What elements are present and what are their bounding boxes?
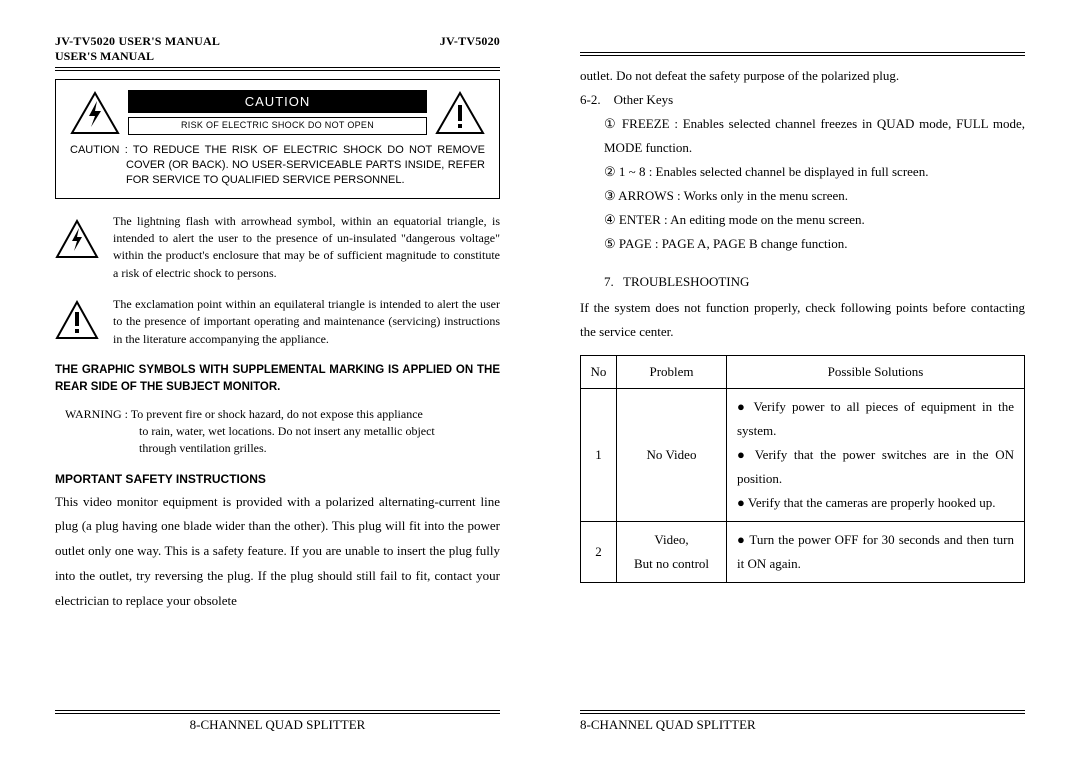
th-problem: Problem xyxy=(617,355,727,388)
cell-sol-2: ● Turn the power OFF for 30 seconds and … xyxy=(727,521,1025,582)
outlet-line: outlet. Do not defeat the safety purpose… xyxy=(580,64,1025,88)
header-left: JV-TV5020 USER'S MANUAL xyxy=(55,34,220,49)
footer-rule xyxy=(55,710,500,714)
exclaim-triangle-icon xyxy=(435,91,485,135)
safety-title: MPORTANT SAFETY INSTRUCTIONS xyxy=(55,472,500,486)
caution-body: CAUTION : TO REDUCE THE RISK OF ELECTRIC… xyxy=(70,143,485,188)
caution-title: CAUTION xyxy=(128,90,427,113)
header-rule xyxy=(55,67,500,71)
table-header-row: No Problem Possible Solutions xyxy=(581,355,1025,388)
caution-top-row: CAUTION RISK OF ELECTRIC SHOCK DO NOT OP… xyxy=(70,90,485,135)
lightning-paragraph: The lightning flash with arrowhead symbo… xyxy=(55,213,500,283)
cell-sol-1: ● Verify power to all pieces of equipmen… xyxy=(727,388,1025,521)
cell-no-2: 2 xyxy=(581,521,617,582)
right-page: outlet. Do not defeat the safety purpose… xyxy=(540,0,1080,763)
trouble-title-text: TROUBLESHOOTING xyxy=(623,274,749,289)
footer-text-left: 8-CHANNEL QUAD SPLITTER xyxy=(55,717,500,733)
right-body: outlet. Do not defeat the safety purpose… xyxy=(580,64,1025,583)
item-5: ⑤ PAGE : PAGE A, PAGE B change function. xyxy=(580,232,1025,256)
warning-line3: through ventilation grilles. xyxy=(65,440,500,457)
exclaim-paragraph: The exclamation point within an equilate… xyxy=(55,296,500,348)
cell-problem-1: No Video xyxy=(617,388,727,521)
footer-text-right: 8-CHANNEL QUAD SPLITTER xyxy=(580,717,1025,733)
warning-label: WARNING : xyxy=(65,407,128,421)
table-row: 2 Video, But no control ● Turn the power… xyxy=(581,521,1025,582)
caution-box: CAUTION RISK OF ELECTRIC SHOCK DO NOT OP… xyxy=(55,79,500,199)
footer-rule-right xyxy=(580,710,1025,714)
warning-paragraph: WARNING : To prevent fire or shock hazar… xyxy=(55,406,500,458)
header-row: JV-TV5020 USER'S MANUAL JV-TV5020 xyxy=(55,34,500,49)
right-footer: 8-CHANNEL QUAD SPLITTER xyxy=(580,702,1025,733)
table-row: 1 No Video ● Verify power to all pieces … xyxy=(581,388,1025,521)
item-1: ① FREEZE : Enables selected channel free… xyxy=(580,112,1025,160)
exclaim-icon xyxy=(55,300,99,340)
trouble-num: 7. xyxy=(604,270,620,294)
item-4: ④ ENTER : An editing mode on the menu sc… xyxy=(580,208,1025,232)
troubleshooting-title: 7. TROUBLESHOOTING xyxy=(580,270,1025,294)
cell-no-1: 1 xyxy=(581,388,617,521)
left-footer: 8-CHANNEL QUAD SPLITTER xyxy=(55,702,500,733)
caution-center: CAUTION RISK OF ELECTRIC SHOCK DO NOT OP… xyxy=(128,90,427,135)
lightning-triangle-icon xyxy=(70,91,120,135)
warning-line1: To prevent fire or shock hazard, do not … xyxy=(131,407,423,421)
item-2: ② 1 ~ 8 : Enables selected channel be di… xyxy=(580,160,1025,184)
cell-problem-2: Video, But no control xyxy=(617,521,727,582)
th-no: No xyxy=(581,355,617,388)
exclaim-text: The exclamation point within an equilate… xyxy=(113,296,500,348)
caution-subtitle: RISK OF ELECTRIC SHOCK DO NOT OPEN xyxy=(128,117,427,135)
header-spacer xyxy=(580,34,1025,50)
th-solutions: Possible Solutions xyxy=(727,355,1025,388)
trouble-intro: If the system does not function properly… xyxy=(580,296,1025,344)
header-sub: USER'S MANUAL xyxy=(55,49,500,64)
header-right: JV-TV5020 xyxy=(440,34,500,49)
caution-body-text: TO REDUCE THE RISK OF ELECTRIC SHOCK DO … xyxy=(126,144,485,186)
caution-body-label: CAUTION : xyxy=(70,144,128,156)
sec-6-2: 6-2. Other Keys xyxy=(580,88,1025,112)
item-3: ③ ARROWS : Works only in the menu screen… xyxy=(580,184,1025,208)
troubleshooting-table: No Problem Possible Solutions 1 No Video… xyxy=(580,355,1025,583)
left-page: JV-TV5020 USER'S MANUAL JV-TV5020 USER'S… xyxy=(0,0,540,763)
bold-paragraph: THE GRAPHIC SYMBOLS WITH SUPPLEMENTAL MA… xyxy=(55,362,500,395)
header-rule-right xyxy=(580,52,1025,56)
safety-body: This video monitor equipment is provided… xyxy=(55,490,500,613)
lightning-icon xyxy=(55,219,99,259)
lightning-text: The lightning flash with arrowhead symbo… xyxy=(113,213,500,283)
warning-line2: to rain, water, wet locations. Do not in… xyxy=(65,423,500,440)
